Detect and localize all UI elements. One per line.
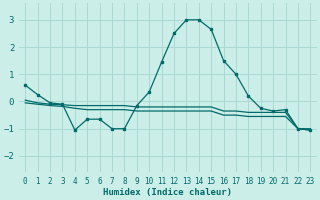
X-axis label: Humidex (Indice chaleur): Humidex (Indice chaleur) <box>103 188 232 197</box>
